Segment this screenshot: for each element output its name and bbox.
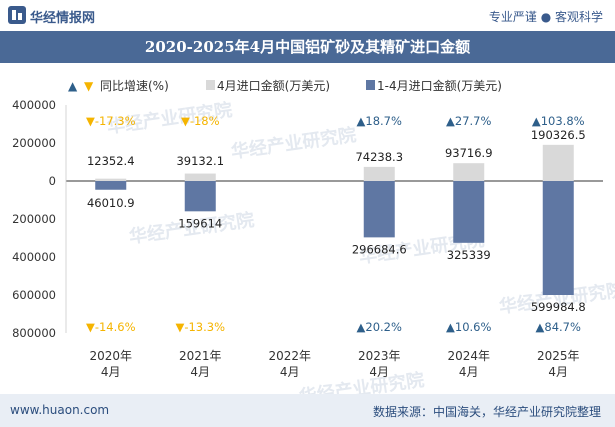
- watermark-text: 华经产业研究院: [298, 369, 426, 394]
- bar-cumulative: [363, 181, 395, 238]
- brand-name: 华经情报网: [30, 11, 96, 26]
- growth-label-cumulative: ▲20.2%: [357, 320, 402, 334]
- legend-growth-icon: ▲: [68, 79, 78, 93]
- legend-cumulative-swatch: [366, 80, 375, 90]
- legend-april-swatch: [206, 80, 215, 90]
- growth-label-cumulative: ▼-13.3%: [175, 320, 225, 334]
- x-tick-label: 4月: [190, 365, 210, 379]
- x-tick-label: 4月: [548, 365, 568, 379]
- bar-april: [542, 144, 574, 181]
- legend-growth-label: 同比增速(%): [100, 79, 169, 93]
- top-bar: 华经情报网 专业严谨 ● 客观科学: [0, 0, 615, 30]
- x-tick-label: 2020年: [89, 349, 132, 363]
- y-tick-label: 800000: [12, 326, 56, 340]
- y-tick-label: 600000: [12, 288, 56, 302]
- x-tick-label: 4月: [459, 365, 479, 379]
- data-label-april: 93716.9: [445, 146, 493, 160]
- brand-logo-icon: [8, 6, 26, 24]
- data-label-april: 74238.3: [355, 150, 403, 164]
- y-tick-label: 200000: [12, 136, 56, 150]
- x-tick-label: 4月: [280, 365, 300, 379]
- footer: www.huaon.com 数据来源：中国海关，华经产业研究院整理: [0, 394, 615, 427]
- x-tick-label: 2025年: [537, 349, 580, 363]
- bar-april: [363, 166, 395, 181]
- growth-label-april: ▲18.7%: [357, 114, 402, 128]
- bar-april: [95, 178, 127, 181]
- growth-label-april: ▲27.7%: [446, 114, 491, 128]
- data-label-cumulative: 296684.6: [352, 242, 407, 256]
- x-tick-label: 4月: [369, 365, 389, 379]
- slogan: 专业严谨 ● 客观科学: [488, 10, 603, 24]
- y-tick-label: 0: [49, 174, 56, 188]
- bar-cumulative: [184, 181, 216, 212]
- watermark-text: 华经产业研究院: [230, 124, 358, 163]
- growth-label-cumulative: ▲84.7%: [536, 320, 581, 334]
- bar-cumulative: [542, 181, 574, 295]
- chart-legend: ▲ ▼ 同比增速(%) 4月进口金额(万美元) 1-4月进口金额(万美元): [68, 78, 502, 93]
- data-label-cumulative: 159614: [178, 216, 222, 230]
- x-tick-label: 2021年: [179, 349, 222, 363]
- growth-label-april: ▲103.8%: [532, 114, 585, 128]
- data-label-cumulative: 46010.9: [87, 196, 135, 210]
- bar-cumulative: [453, 181, 485, 243]
- x-tick-label: 2024年: [447, 349, 490, 363]
- data-label-cumulative: 599984.8: [531, 300, 586, 314]
- data-label-april: 190326.5: [531, 128, 586, 142]
- growth-label-cumulative: ▲10.6%: [446, 320, 491, 334]
- legend-cumulative-label: 1-4月进口金额(万美元): [377, 78, 502, 93]
- y-tick-label: 400000: [12, 98, 56, 112]
- y-tick-label: 400000: [12, 250, 56, 264]
- data-label-april: 39132.1: [176, 154, 224, 168]
- x-tick-label: 2022年: [268, 349, 311, 363]
- x-tick-label: 2023年: [358, 349, 401, 363]
- growth-label-april: ▼-18%: [181, 114, 220, 128]
- x-tick-label: 4月: [101, 365, 121, 379]
- chart-title: 2020-2025年4月中国铝矿砂及其精矿进口金额: [0, 31, 615, 63]
- bar-april: [184, 173, 216, 181]
- growth-label-april: ▼-17.3%: [86, 114, 136, 128]
- footer-source: 数据来源：中国海关，华经产业研究院整理: [372, 405, 601, 419]
- y-tick-label: 200000: [12, 212, 56, 226]
- growth-label-cumulative: ▼-14.6%: [86, 320, 136, 334]
- bar-april: [453, 163, 485, 181]
- data-label-april: 12352.4: [87, 154, 135, 168]
- legend-april-label: 4月进口金额(万美元): [217, 78, 330, 93]
- legend-growth-icon-down: ▼: [84, 79, 94, 93]
- footer-website: www.huaon.com: [10, 403, 110, 417]
- bar-cumulative: [95, 181, 127, 190]
- data-label-cumulative: 325339: [447, 248, 491, 262]
- chart-canvas: 华经产业研究院华经产业研究院华经产业研究院华经产业研究院华经产业研究院华经产业研…: [12, 78, 615, 394]
